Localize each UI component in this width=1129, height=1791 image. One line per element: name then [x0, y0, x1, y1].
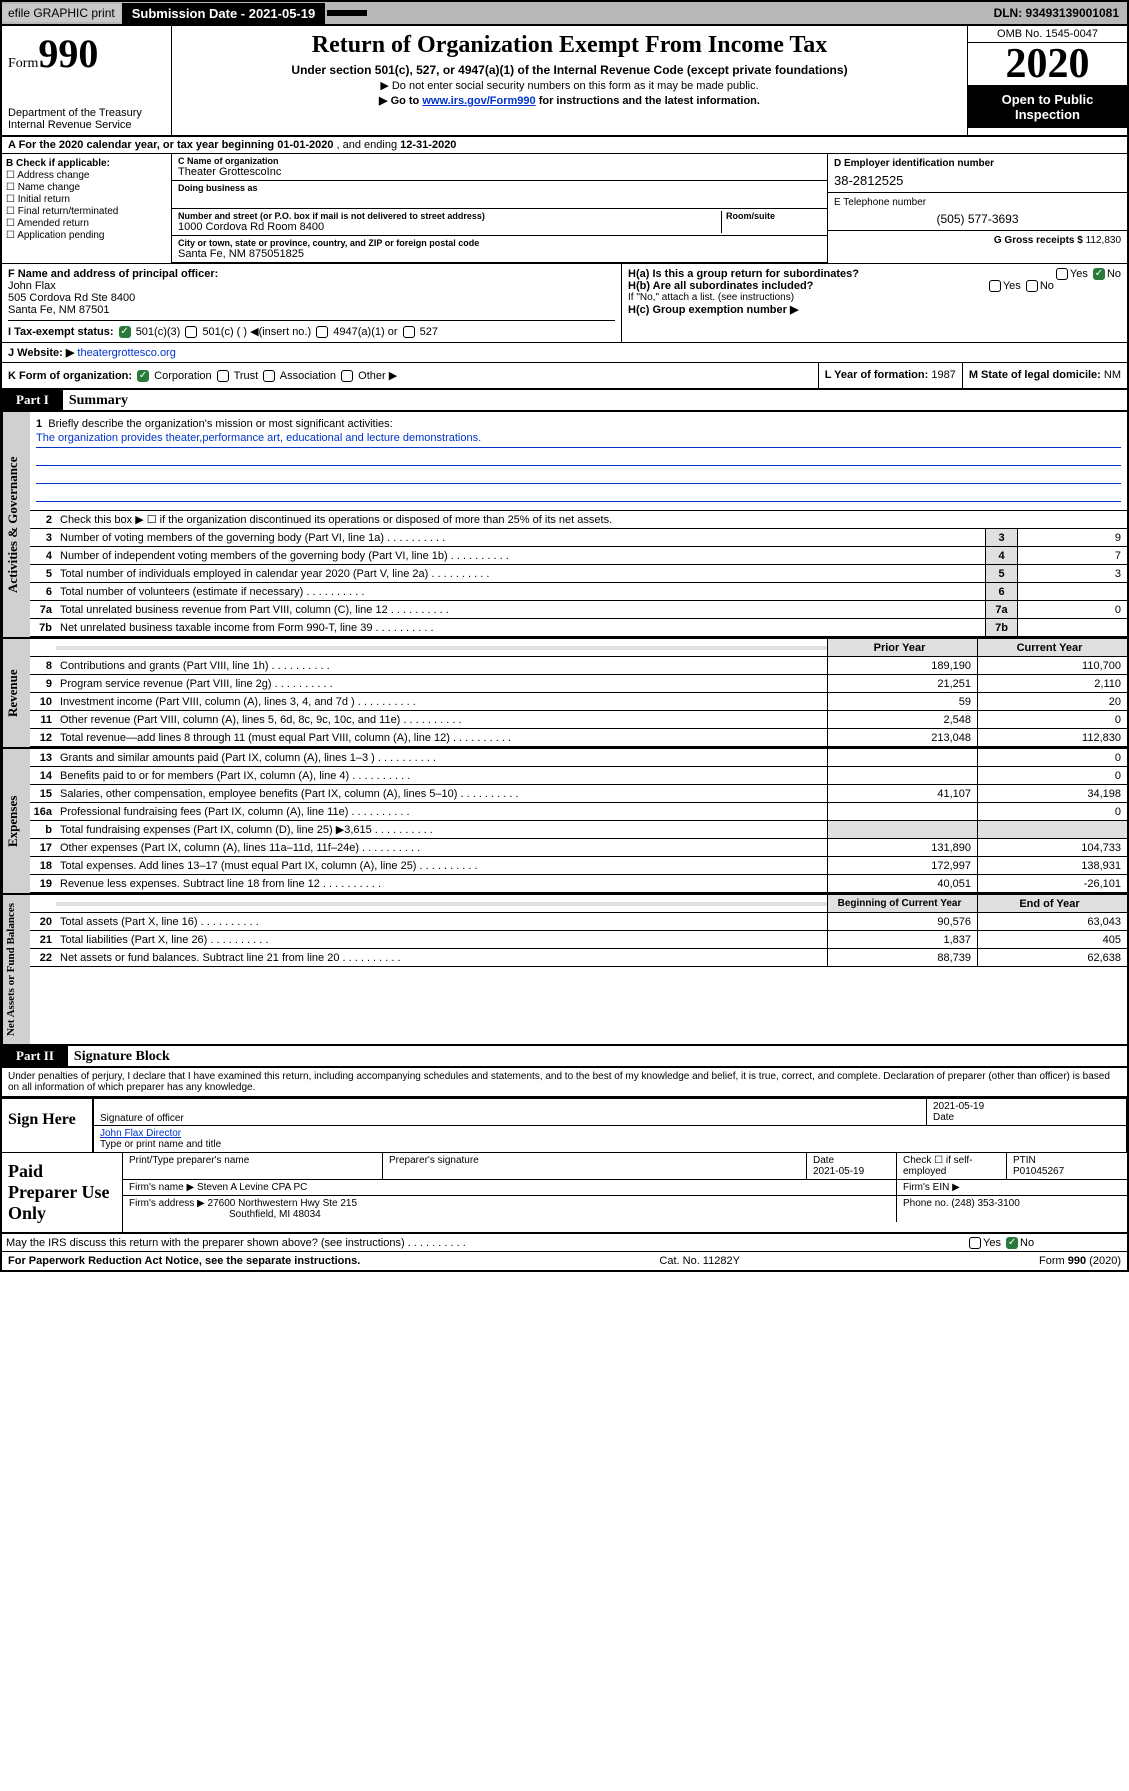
- paid-preparer: Paid Preparer Use Only Print/Type prepar…: [2, 1153, 1127, 1234]
- ck-4947[interactable]: [316, 326, 328, 338]
- page-footer: For Paperwork Reduction Act Notice, see …: [2, 1252, 1127, 1270]
- ck-501c[interactable]: [185, 326, 197, 338]
- line-13: 13Grants and similar amounts paid (Part …: [30, 749, 1127, 767]
- line-6: 6Total number of volunteers (estimate if…: [30, 583, 1127, 601]
- ck-assoc[interactable]: [263, 370, 275, 382]
- line-17: 17Other expenses (Part IX, column (A), l…: [30, 839, 1127, 857]
- vtab-expenses: Expenses: [2, 749, 30, 893]
- line-4: 4Number of independent voting members of…: [30, 547, 1127, 565]
- declaration: Under penalties of perjury, I declare th…: [2, 1068, 1127, 1097]
- vtab-governance: Activities & Governance: [2, 412, 30, 637]
- vtab-revenue: Revenue: [2, 639, 30, 747]
- ck-trust[interactable]: [217, 370, 229, 382]
- part-i-header: Part ISummary: [2, 390, 1127, 412]
- discuss-row: May the IRS discuss this return with the…: [2, 1234, 1127, 1252]
- form-label: Form: [8, 56, 38, 71]
- ck-corp[interactable]: ✓: [137, 370, 149, 382]
- submission-date: Submission Date - 2021-05-19: [122, 3, 326, 24]
- ck-527[interactable]: [403, 326, 415, 338]
- line-16a: 16aProfessional fundraising fees (Part I…: [30, 803, 1127, 821]
- form-number: 990: [38, 31, 98, 76]
- line-15: 15Salaries, other compensation, employee…: [30, 785, 1127, 803]
- line-22: 22Net assets or fund balances. Subtract …: [30, 949, 1127, 967]
- public-inspection: Open to Public Inspection: [968, 86, 1127, 128]
- section-i: I Tax-exempt status: ✓ 501(c)(3) 501(c) …: [8, 325, 615, 338]
- line-5: 5Total number of individuals employed in…: [30, 565, 1127, 583]
- efile-label: efile GRAPHIC print: [2, 4, 121, 22]
- section-g: G Gross receipts $ 112,830: [828, 231, 1127, 250]
- part-ii-header: Part IISignature Block: [2, 1046, 1127, 1068]
- section-k: K Form of organization: ✓ Corporation Tr…: [2, 363, 818, 388]
- line-10: 10Investment income (Part VIII, column (…: [30, 693, 1127, 711]
- line-21: 21Total liabilities (Part X, line 26)1,8…: [30, 931, 1127, 949]
- line-3: 3Number of voting members of the governi…: [30, 529, 1127, 547]
- section-b: B Check if applicable: ☐ Address change …: [2, 154, 172, 263]
- line-11: 11Other revenue (Part VIII, column (A), …: [30, 711, 1127, 729]
- ck-final[interactable]: ☐ Final return/terminated: [6, 206, 167, 217]
- section-f: F Name and address of principal officer:…: [8, 268, 615, 321]
- ck-501c3[interactable]: ✓: [119, 326, 131, 338]
- rev-header: Prior Year Current Year: [30, 639, 1127, 657]
- ck-pending[interactable]: ☐ Application pending: [6, 230, 167, 241]
- ck-other[interactable]: [341, 370, 353, 382]
- line-14: 14Benefits paid to or for members (Part …: [30, 767, 1127, 785]
- row-a: A For the 2020 calendar year, or tax yea…: [2, 137, 1127, 154]
- ck-initial[interactable]: ☐ Initial return: [6, 194, 167, 205]
- line-1: 1 Briefly describe the organization's mi…: [30, 412, 1127, 510]
- line-7a: 7aTotal unrelated business revenue from …: [30, 601, 1127, 619]
- line-20: 20Total assets (Part X, line 16)90,57663…: [30, 913, 1127, 931]
- sign-here: Sign Here Signature of officer 2021-05-1…: [2, 1097, 1127, 1153]
- irs-link[interactable]: www.irs.gov/Form990: [422, 95, 535, 107]
- form-subtitle: Under section 501(c), 527, or 4947(a)(1)…: [178, 63, 961, 77]
- form-note-2: ▶ Go to www.irs.gov/Form990 for instruct…: [178, 94, 961, 107]
- form-note-1: ▶ Do not enter social security numbers o…: [178, 79, 961, 92]
- section-j: J Website: ▶ theatergrottesco.org: [2, 343, 1127, 363]
- org-name: Theater GrottescoInc: [178, 166, 821, 178]
- section-l: L Year of formation: 1987: [818, 363, 962, 388]
- ck-address[interactable]: ☐ Address change: [6, 170, 167, 181]
- ck-amended[interactable]: ☐ Amended return: [6, 218, 167, 229]
- line-7b: 7bNet unrelated business taxable income …: [30, 619, 1127, 637]
- top-bar: efile GRAPHIC print Submission Date - 20…: [2, 2, 1127, 26]
- line-9: 9Program service revenue (Part VIII, lin…: [30, 675, 1127, 693]
- line-18: 18Total expenses. Add lines 13–17 (must …: [30, 857, 1127, 875]
- website-link[interactable]: theatergrottesco.org: [77, 347, 175, 359]
- section-h: H(a) Is this a group return for subordin…: [622, 264, 1127, 342]
- vtab-netassets: Net Assets or Fund Balances: [2, 895, 30, 1044]
- city: Santa Fe, NM 875051825: [178, 248, 821, 260]
- form-title: Return of Organization Exempt From Incom…: [178, 32, 961, 59]
- section-c: C Name of organizationTheater GrottescoI…: [172, 154, 827, 263]
- form-header: Form990 Department of the Treasury Inter…: [2, 26, 1127, 137]
- line-19: 19Revenue less expenses. Subtract line 1…: [30, 875, 1127, 893]
- line-12: 12Total revenue—add lines 8 through 11 (…: [30, 729, 1127, 747]
- dept-label: Department of the Treasury Internal Reve…: [8, 107, 165, 131]
- line-8: 8Contributions and grants (Part VIII, li…: [30, 657, 1127, 675]
- section-d: D Employer identification number38-28125…: [828, 154, 1127, 193]
- street: 1000 Cordova Rd Room 8400: [178, 221, 721, 233]
- section-e: E Telephone number(505) 577-3693: [828, 193, 1127, 231]
- tax-year: 2020: [968, 43, 1127, 86]
- na-header: Beginning of Current Year End of Year: [30, 895, 1127, 913]
- line-b: bTotal fundraising expenses (Part IX, co…: [30, 821, 1127, 839]
- blank-btn: [327, 10, 367, 16]
- line-2: 2Check this box ▶ ☐ if the organization …: [30, 510, 1127, 529]
- section-m: M State of legal domicile: NM: [962, 363, 1127, 388]
- dln: DLN: 93493139001081: [986, 4, 1127, 22]
- ck-name[interactable]: ☐ Name change: [6, 182, 167, 193]
